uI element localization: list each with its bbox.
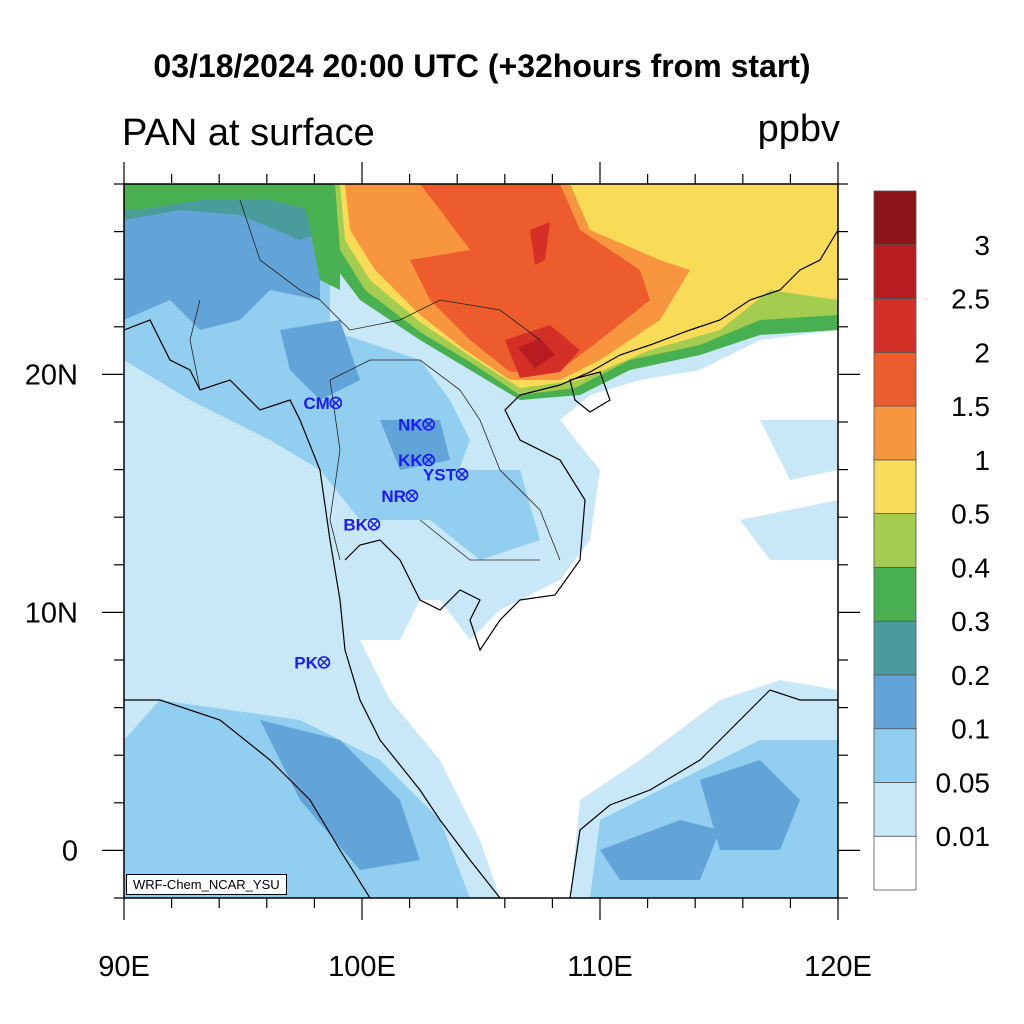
colorbar-swatch [873,782,917,837]
x-tick-label: 100E [328,951,396,983]
colorbar-swatch [873,620,917,676]
station-label: YST [423,465,457,484]
model-credit: WRF-Chem_NCAR_YSU [126,874,287,895]
x-tick-label: 120E [804,951,872,983]
station-pk: PK [294,653,331,672]
axis-ticks [102,162,860,920]
colorbar-swatch [873,405,917,461]
station-marker-icon [422,453,435,467]
colorbar-label: 0.05 [936,767,991,798]
colorbar-swatch [873,513,917,568]
x-tick-label: 110E [567,951,633,983]
coastlines [124,229,838,898]
station-nr: NR [381,487,419,506]
station-marker-icon [455,468,469,481]
y-tick-label: 10N [25,597,78,629]
colorbar-label: 1.5 [951,391,990,422]
colorbar: 0.01 0.05 0.1 0.2 0.3 0.4 0.5 1 1.5 2 2.5 3 [873,190,991,891]
station-kk: KK [398,451,435,470]
station-marker-icon [422,418,435,431]
station-label: KK [398,451,423,470]
station-label: NR [381,487,406,506]
units-label: ppbv [757,108,840,150]
colorbar-label: 0.1 [951,714,990,745]
x-tick-label: 90E [98,951,150,983]
station-label: BK [343,515,368,534]
station-label: NK [398,415,423,434]
station-nk: NK [398,415,435,434]
station-label: CM [303,394,329,413]
concentration-field [124,184,838,898]
colorbar-label: 0.3 [951,606,990,637]
country-borders [189,199,561,561]
colorbar-label: 2.5 [951,284,990,315]
station-yst: YST [423,465,469,484]
colorbar-label: 2 [974,337,990,368]
y-tick-label: 0 [62,835,78,867]
station-marker-icon [405,489,419,503]
colorbar-swatch [873,459,917,515]
colorbar-label: 3 [974,230,990,261]
colorbar-swatch [873,674,917,730]
colorbar-swatch [873,728,917,783]
station-label: PK [294,653,318,672]
x-axis-tick-labels: 90E 100E 110E 120E [98,951,872,983]
plot-frame [123,183,839,899]
y-tick-label: 20N [25,359,78,391]
station-cm: CM [303,394,343,413]
y-axis-tick-labels: 0 10N 20N [25,359,78,867]
station-bk: BK [343,515,381,534]
colorbar-label: 0.2 [951,660,990,691]
colorbar-swatch [873,566,917,622]
station-marker-icon [317,656,331,669]
colorbar-swatch [873,190,917,246]
colorbar-label: 0.5 [951,499,990,530]
colorbar-swatch [873,351,917,407]
colorbar-label: 0.4 [951,552,990,583]
colorbar-swatch [873,298,917,353]
variable-label: PAN at surface [122,112,375,154]
station-marker-icon [367,518,381,531]
colorbar-swatch [873,244,917,299]
colorbar-label: 0.01 [936,821,991,852]
map-title: 03/18/2024 20:00 UTC (+32hours from star… [153,48,811,84]
station-marker-icon [329,396,343,410]
colorbar-label: 1 [974,445,990,476]
colorbar-swatch [873,835,917,891]
